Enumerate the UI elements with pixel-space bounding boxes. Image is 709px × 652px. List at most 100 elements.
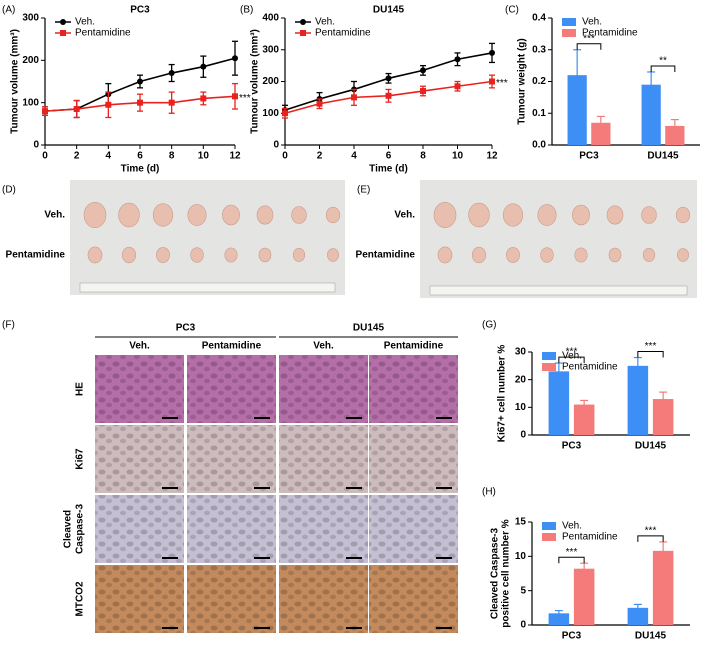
significance: *** [583, 33, 595, 44]
y-tick-label: 0.2 [532, 76, 546, 87]
legend-label: Veh. [582, 17, 602, 28]
row-label: Pentamidine [356, 250, 416, 261]
y-tick-label: 10 [515, 402, 527, 413]
marker [385, 92, 392, 99]
bar [641, 84, 661, 145]
y-tick-label: 100 [262, 108, 279, 119]
marker [105, 101, 112, 108]
histology-texture [95, 565, 184, 633]
significance: *** [566, 347, 578, 358]
histology-texture [95, 495, 184, 563]
y-axis-label: Cleaved Caspase-3 [490, 527, 501, 619]
tumour [606, 205, 624, 225]
marker [420, 67, 426, 74]
bar [665, 125, 685, 145]
y-tick-label: 0 [520, 620, 526, 631]
column-label: Veh. [129, 341, 150, 352]
x-tick-label: 10 [198, 151, 210, 162]
x-tick-label: PC3 [579, 151, 599, 162]
significance-bracket [637, 351, 664, 358]
x-tick-label: 12 [229, 151, 241, 162]
column-label: Veh. [313, 341, 334, 352]
legend-swatch [542, 363, 556, 371]
histology-texture [187, 425, 276, 493]
histology-texture [95, 425, 184, 493]
panel-label: (G) [482, 320, 496, 331]
histology-texture [187, 565, 276, 633]
marker [200, 63, 207, 70]
tumour [502, 203, 524, 227]
histology-texture [279, 565, 368, 633]
marker [316, 100, 323, 107]
bar [627, 365, 649, 435]
x-tick-label: 2 [74, 151, 80, 162]
y-tick-label: 100 [22, 97, 39, 108]
row-label: HE [75, 382, 86, 396]
bar [548, 613, 570, 625]
marker [489, 78, 495, 85]
significance-bracket [558, 556, 585, 564]
x-tick-label: DU145 [635, 631, 667, 642]
legend-label: Pentamidine [582, 28, 638, 39]
y-tick-label: 15 [515, 517, 527, 528]
tumour [471, 246, 487, 264]
histology-texture [369, 565, 458, 633]
legend-label: Pentamidine [75, 28, 131, 39]
significance: *** [496, 78, 508, 89]
histology-texture [279, 355, 368, 423]
legend-swatch [542, 522, 556, 530]
legend-marker [300, 30, 306, 36]
column-label: Pentamidine [202, 341, 262, 352]
bar [627, 607, 649, 625]
significance-bracket [558, 356, 585, 364]
row-label: Cleaved [63, 510, 74, 548]
bar [652, 399, 674, 435]
x-tick-label: 10 [452, 151, 464, 162]
marker [420, 88, 426, 95]
marker [200, 95, 207, 102]
marker [454, 83, 461, 90]
tumour [292, 248, 306, 262]
tumour [187, 204, 207, 226]
y-tick-label: 300 [262, 44, 279, 55]
tumour [572, 204, 590, 226]
tumour [537, 204, 557, 226]
y-tick-label: 0.0 [532, 140, 546, 151]
chart-title: DU145 [373, 5, 405, 16]
y-tick-label: 400 [262, 13, 279, 24]
row-label: Ki67 [75, 448, 86, 470]
x-tick-label: 4 [351, 151, 357, 162]
x-tick-label: 8 [420, 151, 426, 162]
y-tick-label: 200 [262, 76, 279, 87]
x-tick-label: 4 [106, 151, 112, 162]
bar [573, 568, 595, 625]
panel-label: (B) [240, 5, 253, 16]
tumour [258, 247, 272, 263]
bar [573, 404, 595, 435]
significance-bracket [650, 65, 676, 72]
significance-bracket [637, 535, 664, 542]
y-axis-label: positive cell number % [501, 519, 512, 627]
marker [137, 99, 143, 106]
legend-swatch [562, 18, 576, 26]
row-label: MTCO2 [75, 581, 86, 616]
marker [351, 94, 357, 101]
legend-swatch [542, 352, 556, 360]
significance: *** [645, 526, 657, 537]
histology-texture [187, 495, 276, 563]
tumour [87, 246, 103, 264]
bar [548, 371, 570, 435]
row-label: Caspase-3 [75, 504, 86, 554]
significance-bracket [576, 43, 602, 50]
histology-texture [369, 425, 458, 493]
tumour [190, 247, 204, 263]
y-tick-label: 0 [520, 430, 526, 441]
panel-label: (E) [357, 185, 370, 196]
tumour [156, 247, 170, 263]
tumour [224, 247, 238, 263]
tumour [433, 202, 457, 228]
y-axis-label: Tumour volume (mm³) [10, 29, 21, 134]
x-tick-label: DU145 [647, 151, 679, 162]
y-tick-label: 30 [515, 347, 527, 358]
legend-label: Veh. [315, 17, 335, 28]
